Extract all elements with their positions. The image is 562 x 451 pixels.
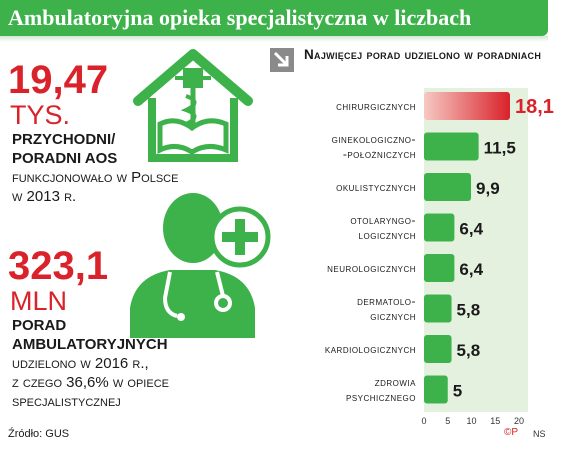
bar-0: [424, 92, 510, 120]
stat1-unit: TYS.: [10, 100, 71, 130]
arrow-icon: [270, 48, 294, 72]
stat2-line1: PORAD: [12, 317, 67, 334]
category-label-7: zdrowia psychicznego: [345, 374, 416, 404]
stat1-line4: w 2013 r.: [12, 188, 77, 205]
bar-value-label-6: 5,8: [457, 341, 481, 360]
category-label-0: chirurgicznych: [336, 98, 416, 113]
x-tick-0: 0: [421, 416, 426, 426]
category-label-5: dermatolo-gicznych: [357, 293, 416, 323]
x-tick-20: 20: [514, 416, 524, 426]
stat2-description: PORAD AMBULATORYJNYCH udzielono w 2016 r…: [12, 316, 169, 411]
bar-7: [424, 375, 448, 404]
bar-6: [424, 335, 452, 363]
chart-title: Najwięcej porad udzielono w poradniach: [304, 47, 542, 62]
category-label-6: kardiologicznych: [324, 341, 416, 356]
x-tick-15: 15: [490, 416, 500, 426]
bar-value-label-7: 5: [453, 382, 462, 401]
bar-value-label-1: 11,5: [484, 139, 516, 158]
stat1-description: PRZYCHODNI/ PORADNI AOS funkcjonowało w …: [12, 130, 178, 206]
source-label: Źródło: GUS: [8, 428, 70, 440]
category-label-1: ginekologiczno- -położniczych: [331, 131, 416, 161]
bar-4: [424, 254, 455, 282]
stat1-line3: funkcjonowało w Polsce: [12, 169, 179, 186]
header: Ambulatoryjna opieka specjalistyczna w l…: [0, 0, 562, 42]
stat2-unit: MLN: [10, 286, 68, 316]
page-title: Ambulatoryjna opieka specjalistyczna w l…: [8, 5, 472, 30]
bar-value-label-4: 6,4: [459, 260, 483, 279]
bar-value-label-3: 6,4: [459, 220, 483, 239]
stat1-line1: PRZYCHODNI/: [12, 131, 116, 148]
doctor-icon: [130, 193, 255, 338]
bar-value-label-5: 5,8: [457, 301, 481, 320]
category-label-2: okulistycznych: [336, 179, 416, 194]
stat2-line2: AMBULATORYJNYCH: [12, 336, 168, 353]
publisher-logo: ©P: [504, 427, 519, 438]
stat2-value: 323,1: [8, 244, 109, 288]
bar-value-label-2: 9,9: [476, 179, 500, 198]
bar-1: [424, 132, 479, 161]
stat2-line4: z czego 36,6% w opiece: [12, 374, 169, 391]
bar-3: [424, 213, 455, 242]
header-bar: [0, 0, 548, 36]
stat1-value: 19,47: [8, 58, 109, 102]
stat1-line2: PORADNI AOS: [12, 150, 118, 167]
stat2-line5: specjalistycznej: [12, 393, 121, 410]
x-tick-10: 10: [466, 416, 476, 426]
bar-value-label-0: 18,1: [515, 96, 554, 118]
category-label-3: otolaryngo-logicznych: [350, 212, 416, 242]
author-initials: NS: [533, 429, 546, 439]
header-shadow: [0, 36, 548, 42]
plus-icon: [209, 206, 271, 268]
stat2-line3: udzielono w 2016 r.,: [12, 355, 149, 372]
medical-house-icon: [133, 49, 253, 162]
category-label-4: neurologicznych: [327, 260, 416, 275]
bar-5: [424, 294, 452, 323]
x-tick-5: 5: [445, 416, 450, 426]
bar-2: [424, 173, 472, 201]
